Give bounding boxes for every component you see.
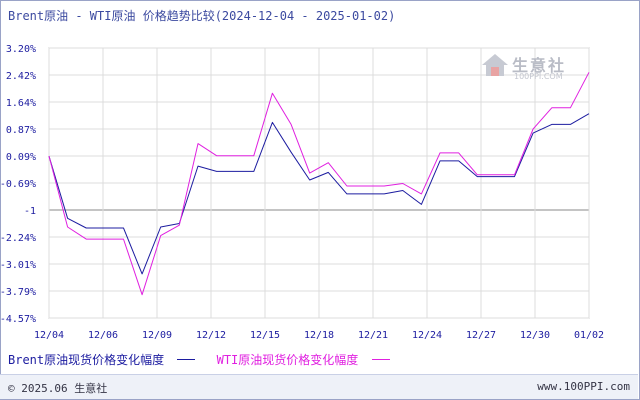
y-tick-label: 1.64% bbox=[6, 98, 36, 109]
x-tick-label: 12/18 bbox=[304, 330, 334, 341]
y-tick-label: 3.20% bbox=[6, 44, 36, 55]
x-tick-label: 12/15 bbox=[250, 330, 280, 341]
wti-series-line bbox=[48, 72, 590, 296]
y-tick-label: -2.24% bbox=[0, 233, 36, 244]
x-tick-label: 01/02 bbox=[574, 330, 604, 341]
x-tick-label: 12/30 bbox=[520, 330, 550, 341]
x-axis: 12/04 12/06 12/09 12/12 12/15 12/18 12/21 12/24… bbox=[34, 330, 604, 341]
house-logo-icon bbox=[482, 54, 508, 76]
legend-swatch-wti bbox=[371, 359, 390, 360]
y-tick-label: -0.69% bbox=[0, 179, 36, 190]
y-tick-label: -3.01% bbox=[0, 260, 36, 271]
chart-title: Brent原油 - WTI原油 价格趋势比较(2024-12-04 - 2025… bbox=[8, 9, 396, 23]
x-tick-label: 12/21 bbox=[358, 330, 388, 341]
x-tick-label: 12/12 bbox=[196, 330, 226, 341]
grid bbox=[48, 47, 590, 319]
x-tick-label: 12/09 bbox=[142, 330, 172, 341]
y-tick-label: -3.79% bbox=[0, 287, 36, 298]
y-tick-label: -4.57% bbox=[0, 314, 36, 325]
legend-label-wti: WTI原油现货价格变化幅度 bbox=[216, 353, 359, 367]
x-tick-label: 12/27 bbox=[466, 330, 496, 341]
y-tick-label: 0.87% bbox=[6, 125, 36, 136]
series-lines bbox=[48, 72, 590, 296]
logo-url: 100PPI.COM bbox=[514, 72, 563, 81]
site-logo: 生意社 100PPI.COM bbox=[480, 52, 564, 82]
logo-text: 生意社 bbox=[512, 56, 567, 75]
legend: Brent原油现货价格变化幅度 WTI原油现货价格变化幅度 bbox=[8, 351, 404, 368]
legend-label-brent: Brent原油现货价格变化幅度 bbox=[8, 353, 165, 367]
y-tick-label: 0.09% bbox=[6, 152, 36, 163]
footer: © 2025.06 生意社 www.100PPI.com bbox=[0, 374, 638, 399]
legend-swatch-brent bbox=[177, 359, 196, 360]
copyright-text: © 2025.06 生意社 bbox=[8, 382, 108, 395]
x-tick-label: 12/04 bbox=[34, 330, 64, 341]
y-tick-label: -1 bbox=[24, 206, 36, 217]
x-tick-label: 12/06 bbox=[88, 330, 118, 341]
y-tick-label: 2.42% bbox=[6, 71, 36, 82]
brent-series-line bbox=[48, 113, 590, 275]
y-axis: 3.20% 2.42% 1.64% 0.87% 0.09% -0.69% -1 -2.24% -… bbox=[0, 44, 36, 325]
site-link[interactable]: www.100PPI.com bbox=[537, 380, 630, 393]
x-tick-label: 12/24 bbox=[412, 330, 442, 341]
